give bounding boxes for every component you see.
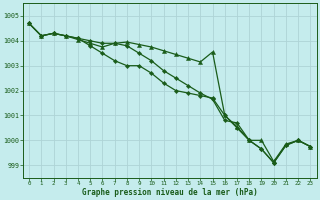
X-axis label: Graphe pression niveau de la mer (hPa): Graphe pression niveau de la mer (hPa): [82, 188, 258, 197]
